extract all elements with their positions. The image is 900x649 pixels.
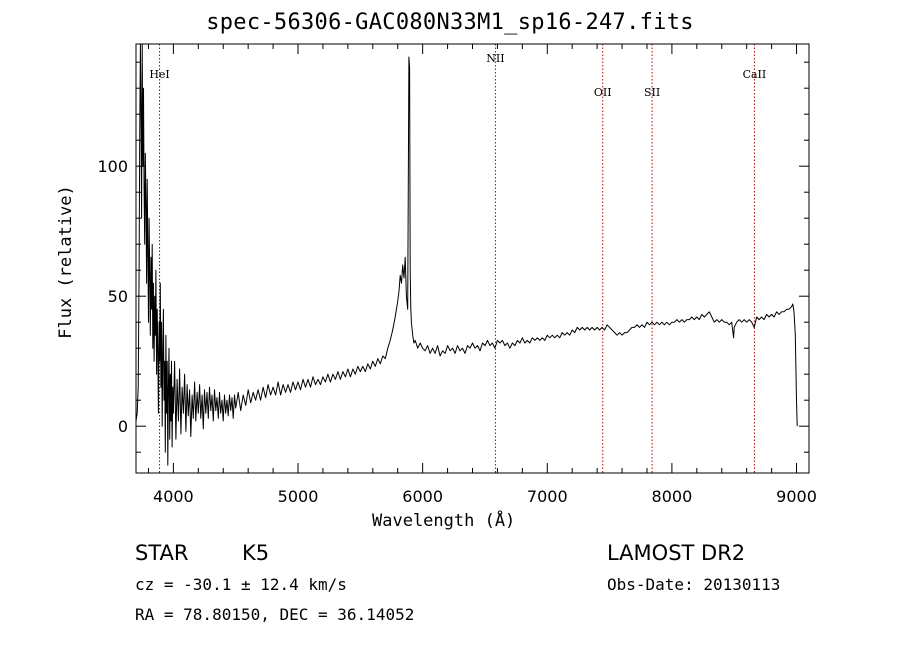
reference-line-label: SII: [644, 86, 660, 99]
y-tick-label: 100: [97, 157, 128, 176]
x-tick-label: 9000: [776, 487, 817, 506]
plot-frame: [135, 43, 810, 474]
x-tick-label: 8000: [652, 487, 693, 506]
survey-name: LAMOST DR2: [607, 541, 746, 565]
redshift-cz: cz = -30.1 ± 12.4 km/s: [135, 575, 347, 594]
y-tick-label: 0: [118, 417, 128, 436]
reference-line-label: OII: [594, 86, 612, 99]
spectrum-line: [135, 43, 798, 466]
chart-title: spec-56306-GAC080N33M1_sp16-247.fits: [206, 10, 694, 35]
y-axis-label: Flux (relative): [56, 185, 76, 339]
x-tick-label: 7000: [527, 487, 568, 506]
x-tick-label: 6000: [402, 487, 443, 506]
object-subclass: K5: [242, 541, 270, 565]
y-tick-label: 50: [108, 287, 128, 306]
reference-line-label: NII: [486, 52, 504, 65]
reference-line-label: HeI: [149, 68, 169, 81]
reference-line-label: CaII: [743, 68, 767, 81]
x-tick-label: 5000: [278, 487, 319, 506]
object-class: STAR: [135, 541, 189, 565]
x-axis-label: Wavelength (Å): [372, 511, 516, 531]
x-tick-label: 4000: [153, 487, 194, 506]
observation-date: Obs-Date: 20130113: [607, 575, 781, 594]
ra-dec-coordinates: RA = 78.80150, DEC = 36.14052: [135, 605, 415, 624]
